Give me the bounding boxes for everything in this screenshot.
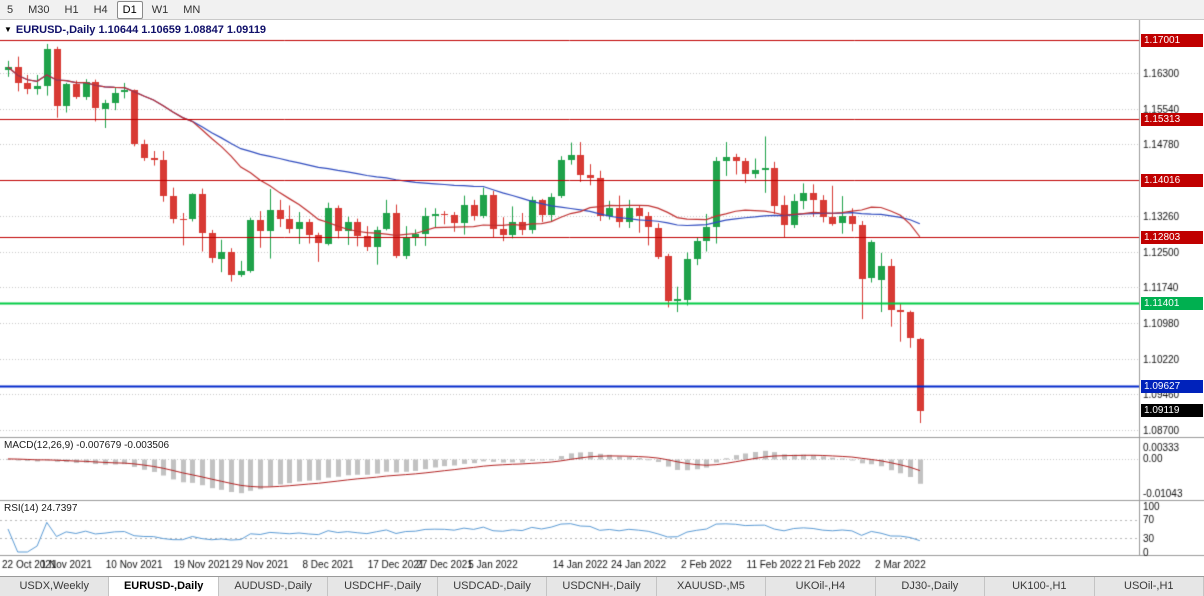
timeframe-button-d1[interactable]: D1 <box>116 0 143 19</box>
chart-tab-audusd-daily[interactable]: AUDUSD-,Daily <box>218 577 329 596</box>
chart-tab-usdx-weekly[interactable]: USDX,Weekly <box>0 577 110 596</box>
chart-tabbar: USDX,Weekly EURUSD-,Daily AUDUSD-,Daily USD… <box>0 576 1204 596</box>
timeframe-toolbar: 5 M30 H1 H4 D1 W1 MN <box>0 0 1204 20</box>
macd-indicator-label: MACD(12,26,9) -0.007679 -0.003506 <box>4 440 170 451</box>
chart-tab-eurusd-daily[interactable]: EURUSD-,Daily <box>109 577 219 596</box>
timeframe-button-h1[interactable]: H1 <box>64 3 79 16</box>
price-level-badge-5: 1.11401 <box>1141 297 1203 310</box>
symbol-ohlc-text: EURUSD-,Daily 1.10644 1.10659 1.08847 1.… <box>15 24 267 36</box>
current-price-badge: 1.09119 <box>1141 404 1203 417</box>
chart-tab-usdcnh-daily[interactable]: USDCNH-,Daily <box>547 577 657 596</box>
chart-tab-usoil-h1[interactable]: USOil-,H1 <box>1094 577 1204 596</box>
price-level-badge-6: 1.09627 <box>1141 380 1203 393</box>
chart-tab-dj30-daily[interactable]: DJ30-,Daily <box>875 577 986 596</box>
chart-tab-xauusd-m5[interactable]: XAUUSD-,M5 <box>656 577 767 596</box>
price-level-badge-2: 1.15313 <box>1141 113 1203 126</box>
symbol-dropdown-icon: ▼ <box>4 25 12 34</box>
chart-tab-uk100-h1[interactable]: UK100-,H1 <box>985 577 1095 596</box>
price-chart-canvas[interactable] <box>0 20 1204 576</box>
chart-symbol-ohlc: ▼ EURUSD-,Daily 1.10644 1.10659 1.08847 … <box>4 24 266 36</box>
chart-tab-ukoil-h4[interactable]: UKOil-,H4 <box>766 577 876 596</box>
chart-tab-usdcad-daily[interactable]: USDCAD-,Daily <box>437 577 548 596</box>
timeframe-button-5[interactable]: 5 <box>7 3 14 16</box>
price-level-badge-4: 1.12803 <box>1141 231 1203 244</box>
price-level-badge-1: 1.17001 <box>1141 34 1203 47</box>
timeframe-button-w1[interactable]: W1 <box>151 3 169 16</box>
timeframe-button-m30[interactable]: M30 <box>28 3 50 16</box>
price-level-badge-3: 1.14016 <box>1141 174 1203 187</box>
chart-tab-usdchf-daily[interactable]: USDCHF-,Daily <box>328 577 438 596</box>
timeframe-button-h4[interactable]: H4 <box>93 3 108 16</box>
rsi-indicator-label: RSI(14) 24.7397 <box>4 503 78 514</box>
chart-workspace: ▼ EURUSD-,Daily 1.10644 1.10659 1.08847 … <box>0 20 1204 576</box>
timeframe-button-mn[interactable]: MN <box>183 3 201 16</box>
